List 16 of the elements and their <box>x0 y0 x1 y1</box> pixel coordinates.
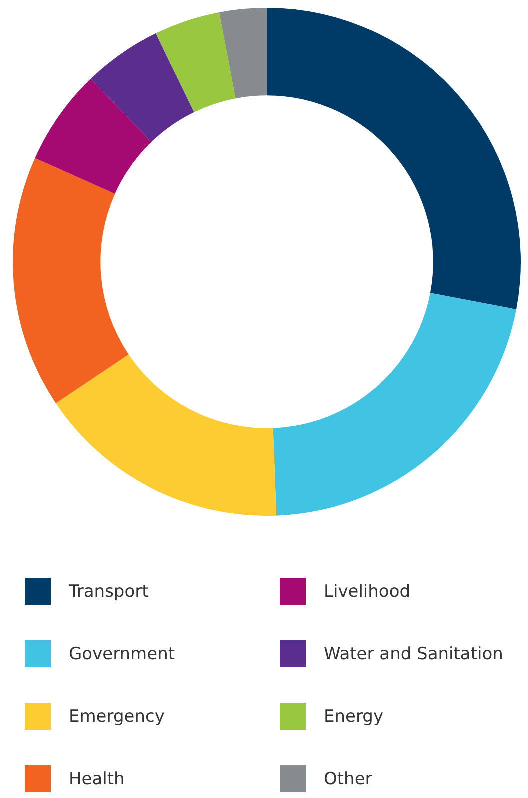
donut-slice <box>56 354 277 516</box>
legend-label: Energy <box>324 707 384 727</box>
legend-label: Government <box>69 644 176 664</box>
legend-label: Health <box>69 770 125 790</box>
donut-slice <box>35 79 152 194</box>
donut-slice <box>219 8 267 99</box>
donut-slice <box>156 12 236 112</box>
legend-label: Emergency <box>69 707 165 727</box>
donut-slice <box>13 158 129 404</box>
legend-label: Livelihood <box>324 582 411 602</box>
donut-slice <box>273 293 516 516</box>
legend-label: Other <box>324 770 372 790</box>
donut-slice <box>90 34 194 142</box>
donut-slice <box>267 8 520 310</box>
legend-label: Transport <box>68 582 150 602</box>
legend-label: Water and Sanitation <box>324 644 504 664</box>
